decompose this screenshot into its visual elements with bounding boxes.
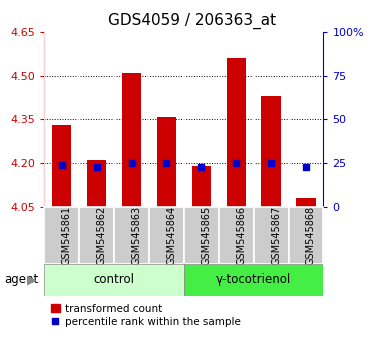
Text: GSM545867: GSM545867	[271, 206, 281, 265]
Text: agent: agent	[4, 273, 38, 286]
Text: GSM545865: GSM545865	[201, 206, 211, 265]
Text: GSM545864: GSM545864	[166, 206, 176, 265]
Bar	[149, 207, 184, 264]
Bar	[79, 207, 114, 264]
Text: γ-tocotrienol: γ-tocotrienol	[216, 273, 291, 286]
Bar	[192, 166, 211, 207]
Bar	[254, 207, 288, 264]
Bar	[44, 264, 184, 296]
Text: GSM545861: GSM545861	[62, 206, 72, 265]
Bar	[52, 125, 71, 207]
Bar	[114, 207, 149, 264]
Bar	[184, 207, 219, 264]
Bar	[184, 264, 323, 296]
Bar	[227, 58, 246, 207]
Bar	[122, 73, 141, 207]
Bar	[219, 207, 254, 264]
Bar	[296, 198, 316, 207]
Text: control: control	[94, 273, 134, 286]
Legend: transformed count, percentile rank within the sample: transformed count, percentile rank withi…	[50, 303, 242, 328]
Bar	[44, 207, 79, 264]
Bar	[157, 116, 176, 207]
Text: GSM545862: GSM545862	[97, 206, 107, 265]
Text: GSM545866: GSM545866	[236, 206, 246, 265]
Text: ▶: ▶	[27, 273, 36, 286]
Text: GDS4059 / 206363_at: GDS4059 / 206363_at	[109, 12, 276, 29]
Text: GSM545868: GSM545868	[306, 206, 316, 265]
Bar	[288, 207, 323, 264]
Bar	[87, 160, 106, 207]
Bar	[261, 96, 281, 207]
Text: GSM545863: GSM545863	[132, 206, 142, 265]
